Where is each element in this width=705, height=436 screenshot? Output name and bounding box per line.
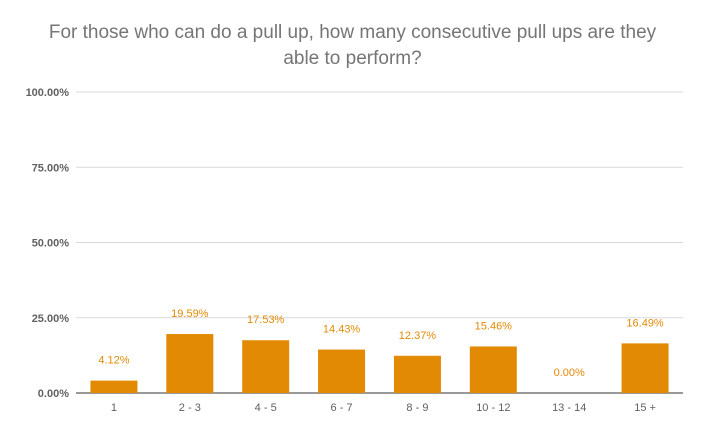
y-tick-label: 100.00% [26, 87, 70, 99]
bar [242, 340, 290, 393]
data-label: 4.12% [98, 355, 129, 367]
data-label: 16.49% [626, 317, 664, 329]
x-tick-label: 13 - 14 [552, 402, 586, 414]
data-label: 17.53% [247, 314, 285, 326]
data-label: 0.00% [554, 367, 585, 379]
data-label: 14.43% [323, 324, 361, 336]
bar [166, 334, 214, 393]
y-tick-label: 0.00% [38, 388, 69, 400]
y-tick-label: 50.00% [32, 238, 70, 250]
bar [90, 380, 138, 393]
x-tick-label: 8 - 9 [406, 402, 428, 414]
data-label: 12.37% [399, 330, 437, 342]
bar [318, 349, 366, 393]
y-tick-label: 75.00% [32, 162, 70, 174]
y-tick-label: 25.00% [32, 313, 70, 325]
chart-title-line-2: able to perform? [283, 48, 422, 69]
bar [621, 343, 669, 393]
x-tick-label: 1 [111, 402, 117, 414]
x-tick-label: 2 - 3 [179, 402, 201, 414]
x-tick-label: 10 - 12 [476, 402, 510, 414]
data-label: 15.46% [475, 320, 513, 332]
bar [469, 346, 517, 393]
x-tick-label: 6 - 7 [331, 402, 353, 414]
data-label: 19.59% [171, 308, 209, 320]
x-tick-label: 15 + [634, 402, 656, 414]
bar [393, 355, 441, 393]
x-tick-label: 4 - 5 [255, 402, 277, 414]
chart-title-line-1: For those who can do a pull up, how many… [48, 22, 657, 43]
